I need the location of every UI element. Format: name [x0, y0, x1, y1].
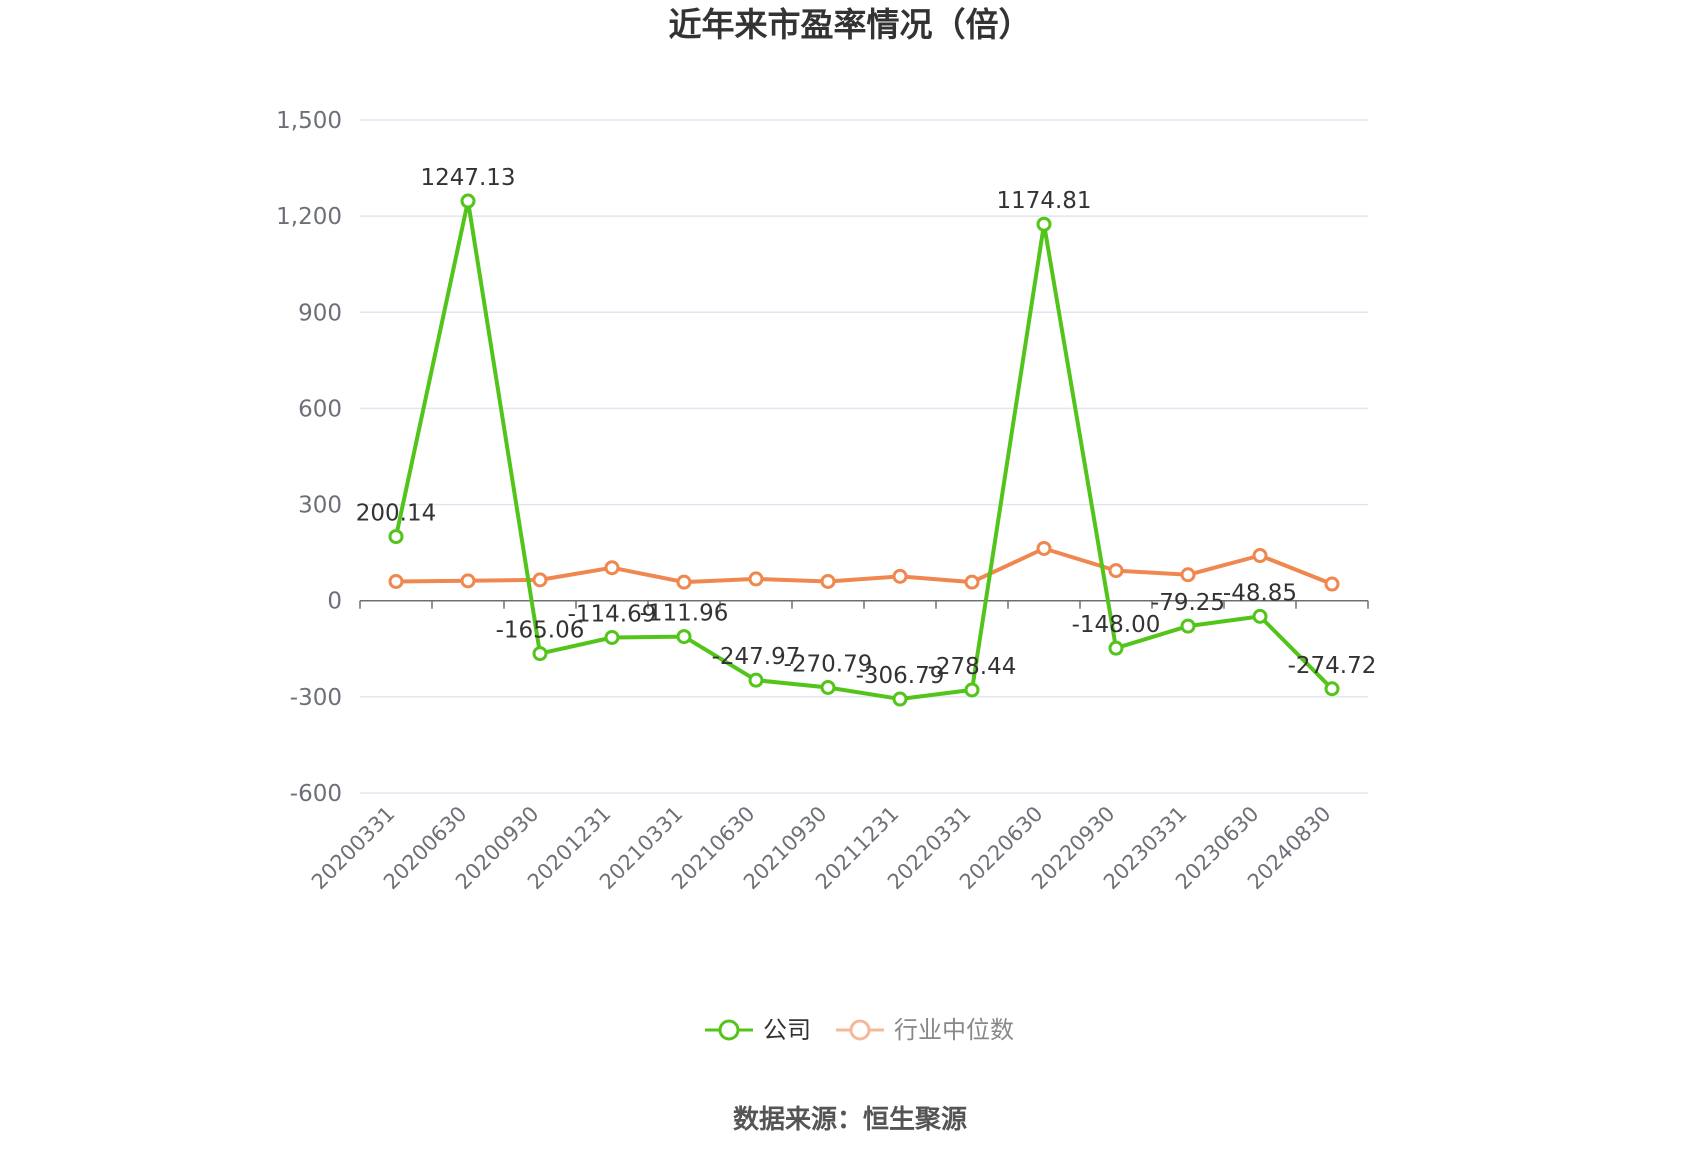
y-tick-label: -300	[290, 685, 342, 711]
series-points	[388, 193, 1340, 707]
company-point[interactable]	[1324, 681, 1340, 697]
y-tick-label: 900	[298, 300, 342, 326]
company-data-label: -165.06	[496, 618, 585, 644]
company-point[interactable]	[964, 682, 980, 698]
company-point[interactable]	[604, 629, 620, 645]
source-text: 数据来源：恒生聚源	[733, 1105, 967, 1135]
industry-series-line	[395, 546, 1333, 586]
industry-point[interactable]	[1108, 563, 1124, 579]
industry-point[interactable]	[748, 571, 764, 587]
company-point[interactable]	[1036, 216, 1052, 232]
company-data-label: -247.97	[712, 644, 801, 670]
industry-point[interactable]	[388, 573, 404, 589]
company-data-label: -48.85	[1223, 580, 1297, 606]
company-point[interactable]	[532, 646, 548, 662]
y-tick-label: 600	[298, 396, 342, 422]
company-data-label: -278.44	[928, 654, 1017, 680]
company-series-line	[394, 199, 1334, 701]
company-point[interactable]	[1180, 618, 1196, 634]
legend-label-industry: 行业中位数	[894, 1016, 1014, 1044]
y-tick-label: 300	[298, 493, 342, 519]
company-data-label: -148.00	[1072, 612, 1161, 638]
legend-marker-company	[718, 1019, 740, 1041]
company-data-label: 1174.81	[996, 188, 1091, 214]
legend-marker-industry	[849, 1019, 871, 1041]
y-tick-label: 1,200	[276, 204, 342, 230]
industry-point[interactable]	[1324, 576, 1340, 592]
industry-point[interactable]	[460, 573, 476, 589]
y-tick-label: 0	[327, 589, 342, 615]
company-data-label: -274.72	[1288, 653, 1377, 679]
company-data-label: 200.14	[356, 501, 436, 527]
data-labels: 200.14 1247.13 -165.06-114.69-111.96 -247.9…	[356, 165, 1377, 689]
legend: 公司 行业中位数	[705, 1016, 1014, 1044]
y-tick-label: 1,500	[276, 108, 342, 134]
industry-point[interactable]	[604, 560, 620, 576]
company-point[interactable]	[460, 193, 476, 209]
company-data-label: -111.96	[640, 601, 729, 627]
y-axis: -600 -300 0 300 600 900 1,200 1,500	[276, 108, 342, 807]
company-point[interactable]	[892, 691, 908, 707]
industry-point[interactable]	[892, 568, 908, 584]
industry-point[interactable]	[532, 572, 548, 588]
grid-lines	[360, 119, 1368, 794]
company-data-label: -270.79	[784, 651, 873, 677]
legend-item-company[interactable]: 公司	[705, 1016, 811, 1044]
company-data-label: 1247.13	[420, 165, 515, 191]
legend-item-industry[interactable]: 行业中位数	[836, 1016, 1014, 1044]
industry-point[interactable]	[964, 574, 980, 590]
industry-point[interactable]	[1036, 540, 1052, 556]
y-tick-label: -600	[290, 781, 342, 807]
company-point[interactable]	[820, 679, 836, 695]
company-point[interactable]	[388, 529, 404, 545]
industry-point[interactable]	[1180, 567, 1196, 583]
chart-title: 近年来市盈率情况（倍）	[669, 5, 1032, 44]
x-axis: 2020033120200630202009302020123120210331…	[307, 599, 1369, 894]
industry-point[interactable]	[820, 573, 836, 589]
company-point[interactable]	[1252, 608, 1268, 624]
company-data-label: -306.79	[856, 663, 945, 689]
industry-point[interactable]	[1252, 548, 1268, 564]
company-point[interactable]	[676, 629, 692, 645]
series-lines	[394, 199, 1334, 701]
industry-point[interactable]	[676, 574, 692, 590]
company-data-label: -114.69	[568, 601, 657, 627]
company-point[interactable]	[748, 672, 764, 688]
company-data-label: -79.25	[1151, 590, 1225, 616]
company-point[interactable]	[1108, 640, 1124, 656]
legend-label-company: 公司	[763, 1016, 811, 1044]
